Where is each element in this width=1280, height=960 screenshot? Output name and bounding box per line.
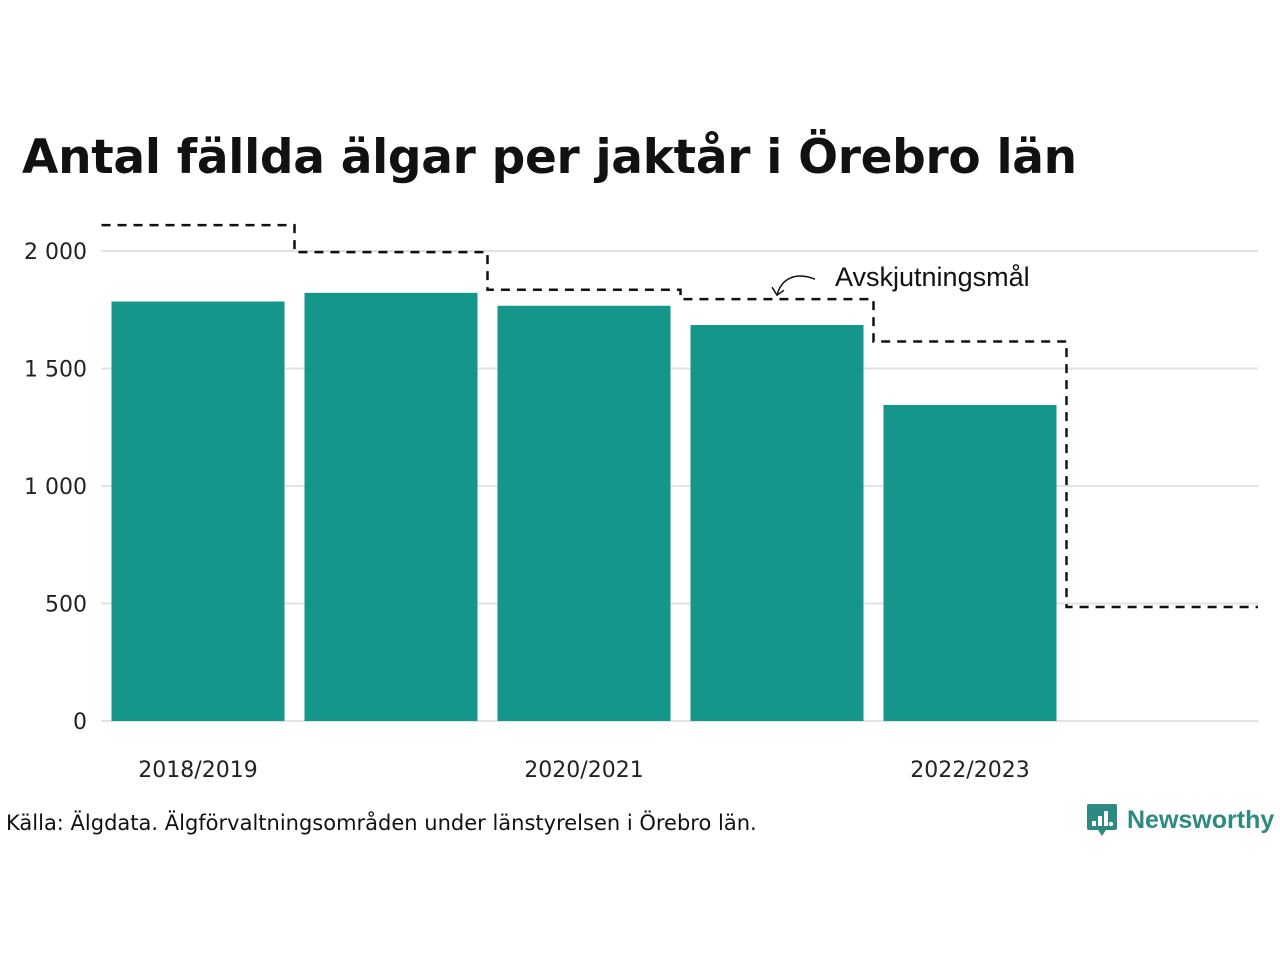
annotation: Avskjutningsmål (771, 262, 1030, 297)
bar-2022/2023 (883, 404, 1057, 721)
annotation-label: Avskjutningsmål (835, 262, 1030, 292)
brand-logo: Newsworthy (1086, 802, 1274, 838)
bar-2019/2020 (304, 292, 478, 721)
y-tick-label: 0 (73, 710, 87, 735)
annotation-arrow (776, 275, 816, 296)
x-tick-label: 2022/2023 (910, 758, 1029, 783)
newsworthy-logo-icon (1087, 804, 1117, 836)
bars (111, 292, 1057, 721)
y-axis-tick-labels: 0 500 1 000 1 500 2 000 (24, 240, 87, 735)
y-tick-label: 1 500 (24, 358, 87, 383)
brand-name: Newsworthy (1127, 805, 1275, 834)
bar-2020/2021 (497, 305, 671, 721)
grid-lines (101, 250, 1258, 722)
y-tick-label: 1 000 (24, 475, 87, 500)
annotation-arrowhead (771, 286, 785, 297)
x-tick-label: 2020/2021 (524, 758, 643, 783)
target-step-line (101, 223, 1258, 609)
y-tick-label: 500 (45, 593, 87, 618)
target-line-path (101, 223, 1258, 609)
chart-title: Antal fällda älgar per jaktår i Örebro l… (22, 130, 1077, 185)
bar-2021/2022 (690, 325, 864, 721)
y-tick-label: 2 000 (24, 240, 87, 265)
x-axis-tick-labels: 2018/2019 2020/2021 2022/2023 (138, 758, 1029, 783)
bar-2018/2019 (111, 301, 285, 721)
x-tick-label: 2018/2019 (138, 758, 257, 783)
source-note: Källa: Älgdata. Älgförvaltningsområden u… (6, 811, 757, 835)
